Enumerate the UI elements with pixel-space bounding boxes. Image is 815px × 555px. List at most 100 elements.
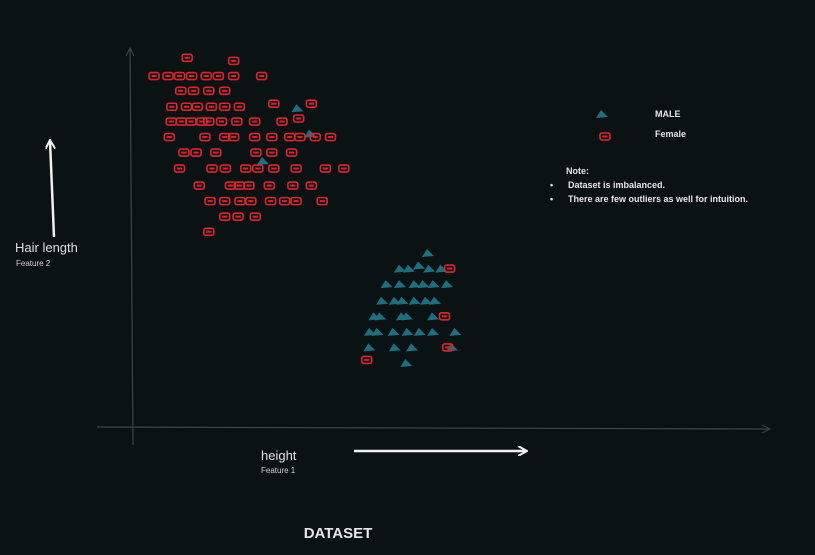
- male-point: [427, 280, 440, 289]
- female-point: [441, 343, 454, 352]
- female-point: [218, 102, 231, 112]
- note-list: Dataset is imbalanced. There are few out…: [548, 178, 748, 206]
- male-point: [387, 327, 400, 336]
- male-point: [441, 280, 454, 289]
- female-point: [175, 117, 188, 126]
- female-point: [266, 148, 278, 157]
- female-point: [163, 132, 176, 142]
- y-axis: [129, 47, 134, 446]
- female-point: [278, 196, 291, 206]
- female-point: [227, 56, 240, 66]
- female-point: [319, 164, 332, 173]
- female-point: [290, 164, 302, 173]
- female-point: [292, 114, 305, 123]
- female-point: [148, 71, 160, 81]
- male-point: [408, 280, 421, 289]
- female-point: [443, 264, 456, 273]
- female-point: [287, 181, 299, 190]
- female-point: [305, 99, 318, 109]
- note-box: Note: Dataset is imbalanced. There are f…: [548, 166, 748, 206]
- female-point: [263, 181, 276, 190]
- female-point: [219, 164, 232, 173]
- male-point: [420, 296, 433, 305]
- female-point: [266, 132, 278, 142]
- female-point: [162, 71, 174, 81]
- female-point: [227, 132, 240, 142]
- female-point: [174, 86, 187, 96]
- female-point: [191, 102, 204, 112]
- y-axis-label: Hair length: [15, 240, 78, 255]
- male-point: [427, 312, 440, 321]
- female-point: [200, 71, 213, 81]
- note-item: Dataset is imbalanced.: [548, 178, 748, 192]
- female-point: [239, 164, 252, 173]
- female-point: [283, 132, 296, 142]
- female-point: [255, 71, 268, 81]
- female-point: [203, 86, 215, 96]
- female-point: [218, 196, 231, 206]
- legend-label-female: Female: [655, 129, 687, 139]
- male-point: [376, 296, 389, 305]
- male-point: [402, 264, 415, 273]
- female-point: [212, 71, 225, 81]
- x-axis: [96, 426, 771, 430]
- male-point: [421, 249, 434, 258]
- female-point: [205, 102, 218, 112]
- female-point: [267, 164, 280, 173]
- female-point: [193, 181, 206, 190]
- male-point: [388, 343, 401, 352]
- male-point: [371, 327, 384, 336]
- female-point: [294, 132, 306, 142]
- female-point: [249, 212, 262, 221]
- male-point: [380, 280, 393, 289]
- male-point: [423, 264, 436, 273]
- male-point: [393, 280, 406, 289]
- x-axis-label: height: [261, 448, 297, 463]
- female-point: [180, 102, 193, 112]
- male-point: [396, 296, 409, 305]
- female-point: [248, 132, 261, 142]
- female-point: [185, 117, 197, 126]
- female-point: [250, 148, 262, 157]
- female-point: [199, 132, 211, 142]
- female-point: [233, 102, 246, 112]
- female-point: [309, 132, 321, 142]
- female-point: [181, 53, 193, 63]
- female-point: [234, 196, 246, 206]
- female-point: [360, 355, 373, 365]
- female-point: [248, 117, 261, 126]
- female-point: [224, 181, 237, 190]
- female-point: [190, 148, 202, 157]
- female-point: [178, 148, 190, 157]
- female-point: [210, 148, 222, 157]
- male-point: [413, 261, 426, 270]
- female-point: [267, 99, 280, 109]
- female-point: [232, 212, 244, 221]
- female-point: [285, 148, 298, 157]
- female-point: [173, 71, 186, 81]
- female-point: [338, 164, 350, 173]
- legend-square-icon: [599, 132, 611, 141]
- male-point: [393, 264, 406, 273]
- female-point: [218, 132, 231, 142]
- male-point: [406, 343, 419, 352]
- male-point: [427, 327, 440, 336]
- female-point: [324, 132, 337, 142]
- female-point: [215, 117, 228, 126]
- female-point: [264, 196, 277, 206]
- female-point: [243, 181, 255, 190]
- male-point: [400, 312, 413, 321]
- male-point: [400, 358, 413, 367]
- male-point: [291, 104, 304, 113]
- note-title: Note:: [566, 166, 589, 176]
- male-point: [374, 312, 387, 321]
- legend-label-male: MALE: [655, 109, 681, 119]
- female-point: [305, 181, 318, 190]
- male-point: [428, 296, 441, 305]
- female-point: [166, 102, 178, 112]
- female-point: [187, 86, 200, 96]
- female-point: [276, 117, 288, 126]
- male-point: [449, 327, 462, 336]
- female-point: [195, 117, 208, 126]
- female-point: [206, 164, 218, 173]
